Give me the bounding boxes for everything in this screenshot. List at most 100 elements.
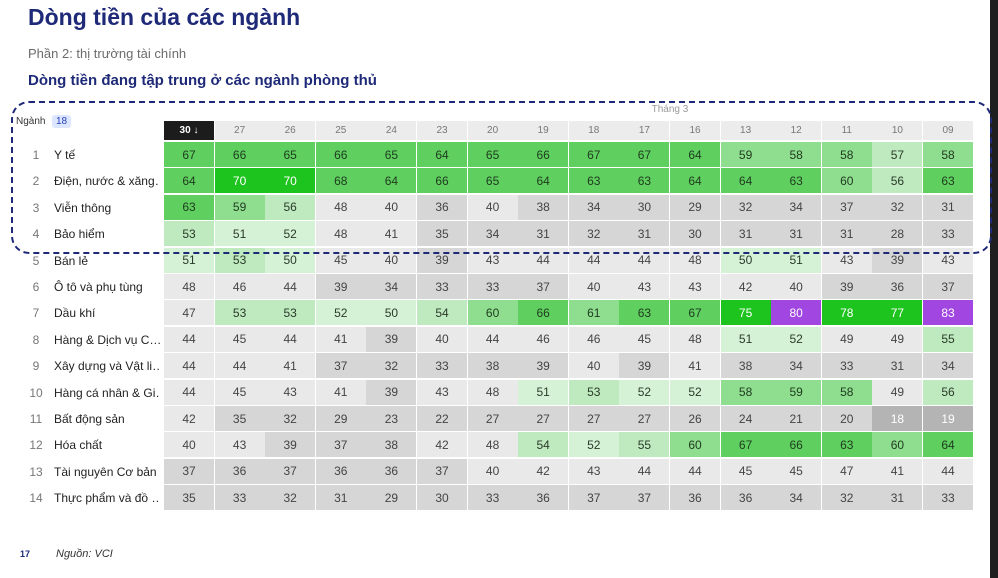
heatmap-cell: 53 xyxy=(568,379,619,405)
heatmap-cell: 34 xyxy=(771,485,822,511)
heatmap-cell: 65 xyxy=(366,142,417,167)
column-header[interactable]: 25 xyxy=(315,121,366,140)
right-edge-bar xyxy=(990,0,998,578)
heatmap-cell: 29 xyxy=(315,406,366,431)
heatmap-cell: 67 xyxy=(619,142,670,167)
heatmap-cell: 47 xyxy=(164,300,214,326)
heatmap-cell: 43 xyxy=(265,379,316,405)
heatmap-cell: 30 xyxy=(619,194,670,220)
row-rank: 13 xyxy=(29,464,43,479)
heatmap-cell: 63 xyxy=(923,168,973,194)
column-header[interactable]: 09 xyxy=(923,121,973,140)
column-header[interactable]: 26 xyxy=(265,121,316,140)
heatmap-cell: 64 xyxy=(366,168,417,194)
heatmap-cell: 35 xyxy=(214,406,265,431)
heatmap-cell: 45 xyxy=(315,247,366,273)
column-header[interactable]: 19 xyxy=(518,121,569,140)
heatmap-cell: 55 xyxy=(923,326,973,352)
heatmap-cell: 43 xyxy=(568,458,619,484)
heatmap-cell: 23 xyxy=(366,406,417,431)
heatmap-cell: 29 xyxy=(366,485,417,511)
heatmap-cell: 40 xyxy=(568,353,619,379)
column-header[interactable]: 20 xyxy=(467,121,518,140)
column-group-label: Tháng 3 xyxy=(651,104,689,115)
row-name: Hàng cá nhân & Gi… xyxy=(54,385,160,400)
heatmap-cell: 63 xyxy=(619,168,670,194)
heatmap-cell: 58 xyxy=(923,142,973,167)
heatmap-cell: 40 xyxy=(164,432,214,458)
heatmap-cell: 65 xyxy=(265,142,316,167)
column-header[interactable]: 13 xyxy=(720,121,771,140)
row-name: Hóa chất xyxy=(54,438,103,453)
heatmap-cell: 39 xyxy=(619,353,670,379)
column-header[interactable]: 24 xyxy=(366,121,417,140)
heatmap-cell: 33 xyxy=(417,274,467,299)
heatmap-cell: 41 xyxy=(265,353,316,379)
heatmap-cell: 49 xyxy=(872,326,923,352)
heatmap-cell: 44 xyxy=(467,326,518,352)
heatmap-cell: 27 xyxy=(518,406,569,431)
column-header[interactable]: 30 ↓ xyxy=(164,121,214,140)
heatmap-cell: 41 xyxy=(315,326,366,352)
heatmap-cell: 49 xyxy=(872,379,923,405)
heatmap-cell: 38 xyxy=(518,194,569,220)
column-header[interactable]: 17 xyxy=(619,121,670,140)
heatmap-cell: 36 xyxy=(670,485,720,511)
heatmap-cell: 37 xyxy=(315,353,366,379)
heatmap-cell: 64 xyxy=(670,142,720,167)
heatmap-cell: 63 xyxy=(568,168,619,194)
heatmap-cell: 32 xyxy=(720,194,771,220)
heatmap-cell: 37 xyxy=(417,458,467,484)
heatmap-cell: 34 xyxy=(366,274,417,299)
heatmap-cell: 63 xyxy=(821,432,872,458)
heatmap-cell: 36 xyxy=(366,458,417,484)
row-name: Ô tô và phụ tùng xyxy=(54,280,143,294)
heatmap-cell: 27 xyxy=(568,406,619,431)
heatmap-cell: 59 xyxy=(771,379,822,405)
heatmap-cell: 60 xyxy=(467,300,518,326)
heatmap-cell: 36 xyxy=(720,485,771,511)
column-header[interactable]: 12 xyxy=(771,121,822,140)
column-header[interactable]: 18 xyxy=(568,121,619,140)
heatmap-cell: 75 xyxy=(720,300,771,326)
heatmap-cell: 21 xyxy=(771,406,822,431)
heatmap-cell: 31 xyxy=(771,221,822,247)
heatmap-cell: 52 xyxy=(315,300,366,326)
heatmap-cell: 43 xyxy=(467,247,518,273)
heatmap-cell: 43 xyxy=(619,274,670,299)
heatmap-cell: 32 xyxy=(265,406,316,431)
heatmap-cell: 36 xyxy=(518,485,569,511)
column-header[interactable]: 27 xyxy=(214,121,265,140)
heatmap-cell: 31 xyxy=(923,194,973,220)
column-header[interactable]: 23 xyxy=(417,121,467,140)
heatmap-cell: 36 xyxy=(417,194,467,220)
heatmap-cell: 83 xyxy=(923,300,973,326)
heatmap-cell: 37 xyxy=(568,485,619,511)
heatmap-cell: 51 xyxy=(518,379,569,405)
heatmap-cell: 64 xyxy=(670,168,720,194)
heatmap-cell: 48 xyxy=(315,194,366,220)
heatmap-cell: 45 xyxy=(619,326,670,352)
column-header[interactable]: 11 xyxy=(821,121,872,140)
heatmap-cell: 46 xyxy=(518,326,569,352)
heatmap-cell: 53 xyxy=(265,300,316,326)
column-header[interactable]: 10 xyxy=(872,121,923,140)
heatmap-cell: 37 xyxy=(619,485,670,511)
heatmap-cell: 40 xyxy=(568,274,619,299)
heatmap-cell: 60 xyxy=(821,168,872,194)
row-rank: 6 xyxy=(32,280,40,294)
row-name: Điện, nước & xăng… xyxy=(54,174,160,189)
heatmap-cell: 33 xyxy=(821,353,872,379)
heatmap-cell: 52 xyxy=(670,379,720,405)
heatmap-cell: 31 xyxy=(872,353,923,379)
row-name: Viễn thông xyxy=(54,200,112,215)
column-header[interactable]: 16 xyxy=(670,121,720,140)
heatmap-cell: 65 xyxy=(467,168,518,194)
row-header-label: Ngành xyxy=(16,116,46,127)
heatmap-cell: 52 xyxy=(568,432,619,458)
heatmap-cell: 64 xyxy=(720,168,771,194)
heatmap-cell: 44 xyxy=(265,274,316,299)
row-name: Bất động sản xyxy=(54,412,125,426)
heatmap-cell: 32 xyxy=(366,353,417,379)
heatmap-cell: 43 xyxy=(670,274,720,299)
